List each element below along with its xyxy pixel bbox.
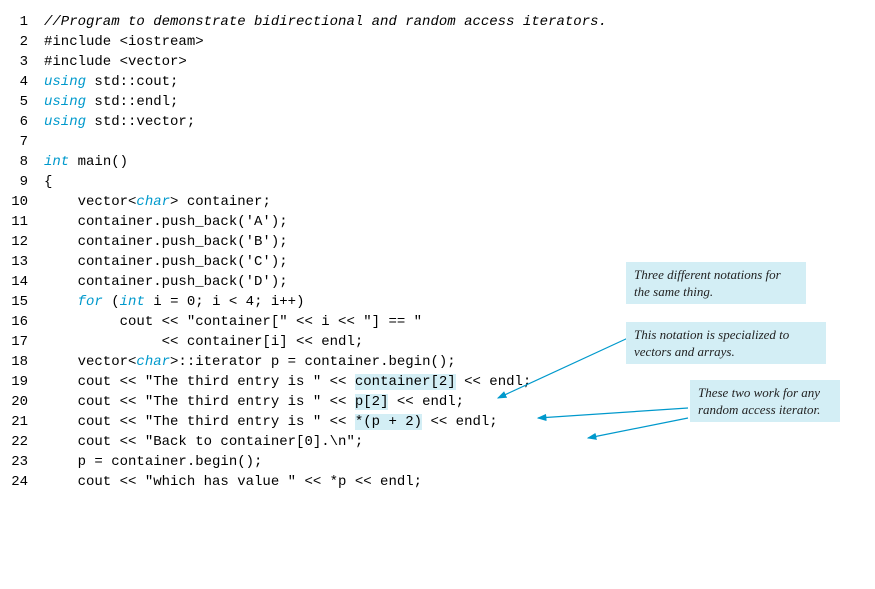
line-number: 21 [0, 412, 44, 432]
code-line: 8int main() [0, 152, 875, 172]
line-number: 8 [0, 152, 44, 172]
line-number: 7 [0, 132, 44, 152]
line-number: 17 [0, 332, 44, 352]
code-content: using std::endl; [44, 92, 875, 112]
line-number: 6 [0, 112, 44, 132]
code-line: 11 container.push_back('A'); [0, 212, 875, 232]
code-line: 7 [0, 132, 875, 152]
code-content: using std::cout; [44, 72, 875, 92]
line-number: 10 [0, 192, 44, 212]
line-number: 14 [0, 272, 44, 292]
line-number: 5 [0, 92, 44, 112]
code-line: 22 cout << "Back to container[0].\n"; [0, 432, 875, 452]
annot-3: These two work for any random access ite… [690, 380, 840, 422]
line-number: 2 [0, 32, 44, 52]
code-line: 23 p = container.begin(); [0, 452, 875, 472]
code-line: 5using std::endl; [0, 92, 875, 112]
line-number: 1 [0, 12, 44, 32]
line-number: 15 [0, 292, 44, 312]
code-content: using std::vector; [44, 112, 875, 132]
annot-1: Three different notations for the same t… [626, 262, 806, 304]
code-content [44, 132, 875, 152]
line-number: 11 [0, 212, 44, 232]
code-line: 6using std::vector; [0, 112, 875, 132]
code-line: 9{ [0, 172, 875, 192]
code-line: 3#include <vector> [0, 52, 875, 72]
code-content: int main() [44, 152, 875, 172]
line-number: 3 [0, 52, 44, 72]
line-number: 24 [0, 472, 44, 492]
code-content: cout << "Back to container[0].\n"; [44, 432, 875, 452]
code-line: 1//Program to demonstrate bidirectional … [0, 12, 875, 32]
line-number: 23 [0, 452, 44, 472]
code-line: 12 container.push_back('B'); [0, 232, 875, 252]
line-number: 19 [0, 372, 44, 392]
line-number: 18 [0, 352, 44, 372]
code-content: cout << "which has value " << *p << endl… [44, 472, 875, 492]
line-number: 16 [0, 312, 44, 332]
code-line: 24 cout << "which has value " << *p << e… [0, 472, 875, 492]
line-number: 9 [0, 172, 44, 192]
code-content: { [44, 172, 875, 192]
code-content: vector<char> container; [44, 192, 875, 212]
code-content: container.push_back('B'); [44, 232, 875, 252]
annot-2: This notation is specialized to vectors … [626, 322, 826, 364]
code-content: //Program to demonstrate bidirectional a… [44, 12, 875, 32]
code-content: #include <iostream> [44, 32, 875, 52]
line-number: 4 [0, 72, 44, 92]
code-line: 2#include <iostream> [0, 32, 875, 52]
code-line: 10 vector<char> container; [0, 192, 875, 212]
code-content: #include <vector> [44, 52, 875, 72]
line-number: 22 [0, 432, 44, 452]
code-line: 4using std::cout; [0, 72, 875, 92]
code-content: p = container.begin(); [44, 452, 875, 472]
line-number: 20 [0, 392, 44, 412]
line-number: 13 [0, 252, 44, 272]
code-content: container.push_back('A'); [44, 212, 875, 232]
line-number: 12 [0, 232, 44, 252]
